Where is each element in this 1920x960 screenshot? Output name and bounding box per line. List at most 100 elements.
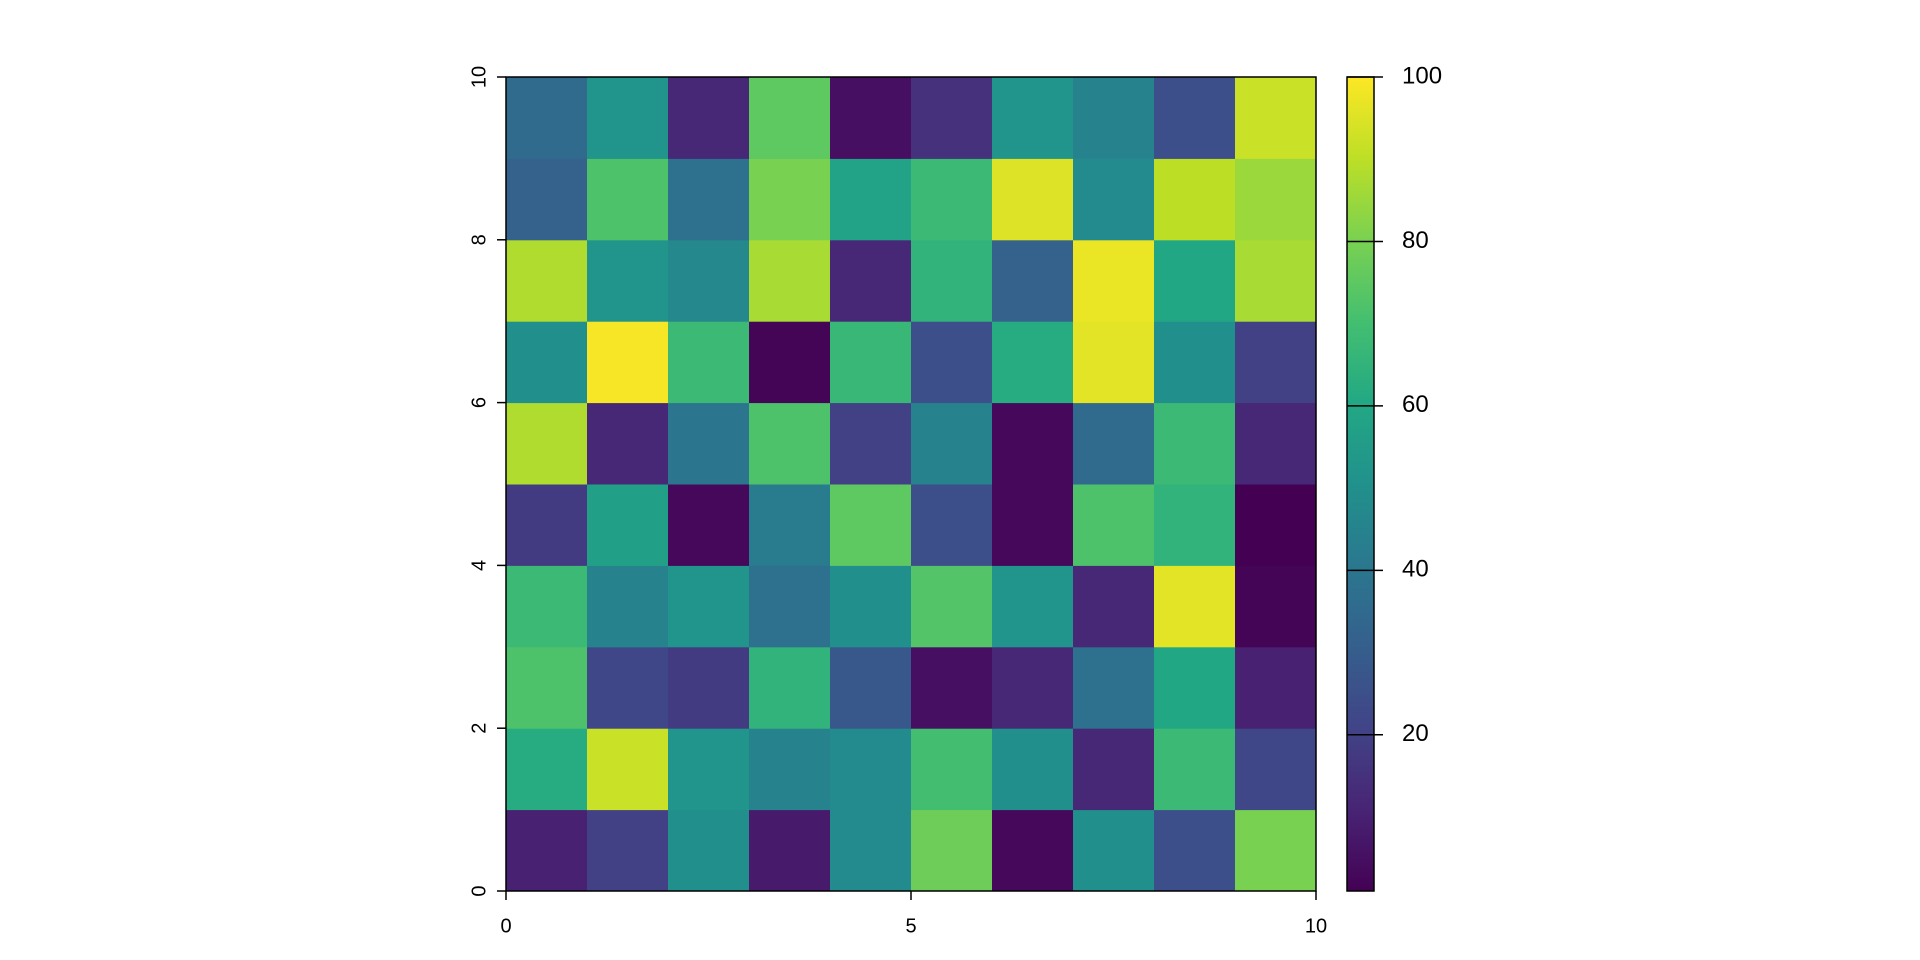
heatmap-cell (830, 321, 912, 404)
heatmap-cell (587, 158, 669, 241)
heatmap-cell (1235, 646, 1317, 729)
heatmap-cell (992, 239, 1074, 322)
heatmap-cell (1154, 728, 1236, 811)
heatmap-cell (668, 158, 750, 241)
heatmap-cell (506, 484, 588, 566)
heatmap-cell (506, 77, 588, 159)
heatmap-cell (749, 809, 831, 892)
heatmap-cell (1154, 77, 1236, 159)
heatmap-cell (749, 239, 831, 322)
heatmap-cell (1073, 484, 1155, 566)
heatmap-cell (668, 321, 750, 404)
heatmap-cell (830, 809, 912, 892)
heatmap-cell (749, 484, 831, 566)
heatmap-cell (1235, 77, 1317, 159)
heatmap-cell (911, 321, 993, 404)
heatmap-cell (1154, 239, 1236, 322)
colorbar-tick-label: 60 (1402, 391, 1429, 418)
heatmap-cell (749, 77, 831, 159)
heatmap-cell (911, 158, 993, 241)
heatmap-cell (749, 565, 831, 648)
colorbar-tick-label: 20 (1402, 720, 1429, 747)
y-tick-label: 2 (468, 723, 490, 734)
heatmap-cell (506, 402, 588, 485)
heatmap-cell (749, 402, 831, 485)
heatmap-cell (1154, 565, 1236, 648)
heatmap-cell (830, 484, 912, 566)
heatmap-cell (1235, 809, 1317, 892)
heatmap-cell (911, 77, 993, 159)
heatmap-cell (1073, 77, 1155, 159)
heatmap-cell (506, 158, 588, 241)
y-tick-label: 6 (468, 397, 490, 408)
heatmap-cell (506, 239, 588, 322)
heatmap-cell (1154, 484, 1236, 566)
heatmap-cell (668, 565, 750, 648)
heatmap-cell (749, 728, 831, 811)
heatmap-cell (992, 321, 1074, 404)
heatmap-cell (1073, 402, 1155, 485)
heatmap-cell (506, 809, 588, 892)
y-tick-label: 0 (468, 885, 490, 896)
heatmap-cell (587, 484, 669, 566)
heatmap-cell (668, 402, 750, 485)
heatmap-cell (830, 402, 912, 485)
heatmap-cell (668, 484, 750, 566)
heatmap-cell (830, 728, 912, 811)
heatmap-cell (1154, 158, 1236, 241)
heatmap-cell (506, 646, 588, 729)
heatmap-cell (1073, 646, 1155, 729)
x-tick-label: 5 (905, 915, 916, 937)
heatmap-cell (1235, 402, 1317, 485)
heatmap-cell (830, 565, 912, 648)
heatmap-cell (992, 646, 1074, 729)
heatmap-cell (587, 239, 669, 322)
heatmap-cell (587, 321, 669, 404)
heatmap-cell (668, 239, 750, 322)
heatmap-cell (992, 565, 1074, 648)
heatmap-cell (830, 646, 912, 729)
heatmap-cell (668, 809, 750, 892)
heatmap-cell (1073, 321, 1155, 404)
y-tick-label: 10 (468, 66, 490, 88)
heatmap-cell (1073, 158, 1155, 241)
heatmap-cell (1154, 321, 1236, 404)
heatmap-cell (911, 646, 993, 729)
heatmap-cell (992, 77, 1074, 159)
x-tick-label: 10 (1305, 915, 1327, 937)
heatmap-cell (1235, 484, 1317, 566)
heatmap-cell (749, 321, 831, 404)
heatmap-cell (587, 402, 669, 485)
colorbar-tick-label: 40 (1402, 556, 1429, 583)
heatmap-cell (1235, 565, 1317, 648)
heatmap-cell (587, 646, 669, 729)
heatmap-cell (911, 809, 993, 892)
heatmap-cell (506, 728, 588, 811)
heatmap-cell (911, 402, 993, 485)
heatmap-cell (587, 809, 669, 892)
heatmap-cell (992, 402, 1074, 485)
x-tick-label: 0 (500, 915, 511, 937)
heatmap-cell (749, 158, 831, 241)
heatmap-cell (668, 728, 750, 811)
heatmap-cell (992, 809, 1074, 892)
colorbar-tick-label: 80 (1402, 227, 1429, 254)
heatmap-cell (506, 565, 588, 648)
heatmap-cell (668, 646, 750, 729)
heatmap-cell (911, 239, 993, 322)
heatmap-cell (1073, 239, 1155, 322)
heatmap-cell (749, 646, 831, 729)
heatmap-cell (1235, 728, 1317, 811)
heatmap-cell (1154, 402, 1236, 485)
heatmap-cell (587, 728, 669, 811)
colorbar-tick-label: 100 (1402, 62, 1442, 89)
heatmap-cell (1154, 646, 1236, 729)
heatmap-cell (1235, 239, 1317, 322)
heatmap-cell (830, 158, 912, 241)
colorbar (1346, 76, 1375, 892)
heatmap-cell (1235, 321, 1317, 404)
heatmap-cell (506, 321, 588, 404)
heatmap-cell (911, 565, 993, 648)
y-tick-label: 8 (468, 234, 490, 245)
